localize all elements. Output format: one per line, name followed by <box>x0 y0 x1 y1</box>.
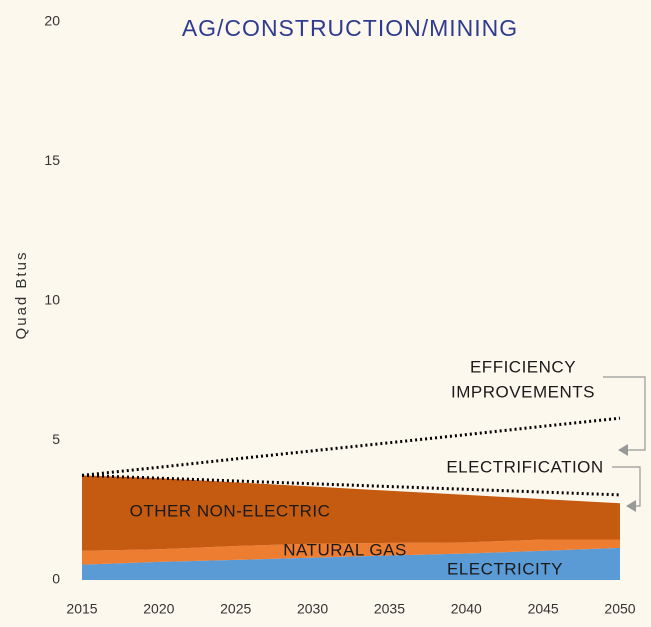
callout-efficiency <box>603 376 646 451</box>
annotation: EFFICIENCY <box>470 357 576 376</box>
x-tick-label: 2030 <box>297 601 328 617</box>
x-tick-label: 2035 <box>374 601 405 617</box>
x-tick-label: 2020 <box>143 601 174 617</box>
dotted-line <box>81 416 621 477</box>
x-tick-label: 2015 <box>66 601 97 617</box>
series-label: NATURAL GAS <box>283 540 407 559</box>
arrow <box>626 500 636 512</box>
y-tick-label: 5 <box>52 431 60 447</box>
area <box>82 547 620 580</box>
chart-title: AG/CONSTRUCTION/MINING <box>182 15 518 41</box>
callouts <box>603 376 646 512</box>
x-tick-label: 2050 <box>604 601 635 617</box>
y-tick-label: 0 <box>52 571 60 587</box>
area <box>82 475 620 551</box>
series-label: OTHER NON-ELECTRIC <box>130 501 331 520</box>
area <box>82 539 620 565</box>
annotation: IMPROVEMENTS <box>451 382 595 401</box>
series-label: ELECTRICITY <box>447 559 563 578</box>
callout-electrification <box>612 466 641 507</box>
y-tick-label: 10 <box>44 292 60 308</box>
x-tick-label: 2040 <box>451 601 482 617</box>
x-tick-label: 2045 <box>528 601 559 617</box>
x-tick-label: 2025 <box>220 601 251 617</box>
y-axis-label: Quad Btus <box>13 251 30 340</box>
annotation: ELECTRIFICATION <box>446 457 603 476</box>
arrow <box>618 444 628 456</box>
y-tick-label: 15 <box>44 152 60 168</box>
y-tick-label: 20 <box>44 13 60 29</box>
